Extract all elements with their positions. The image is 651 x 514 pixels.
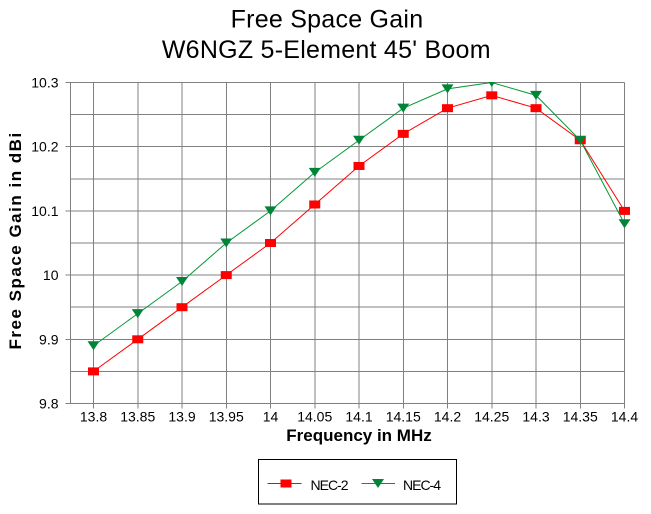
svg-text:Free Space Gain: Free Space Gain bbox=[231, 6, 424, 34]
svg-text:13.9: 13.9 bbox=[168, 409, 195, 425]
svg-text:13.8: 13.8 bbox=[80, 409, 107, 425]
svg-text:10.3: 10.3 bbox=[31, 75, 58, 91]
svg-text:10.1: 10.1 bbox=[31, 203, 58, 219]
svg-text:NEC-2: NEC-2 bbox=[311, 477, 349, 493]
svg-text:14.1: 14.1 bbox=[345, 409, 372, 425]
svg-text:10: 10 bbox=[43, 267, 59, 283]
svg-text:14.4: 14.4 bbox=[611, 409, 638, 425]
svg-text:9.8: 9.8 bbox=[39, 396, 59, 412]
svg-text:14.25: 14.25 bbox=[474, 409, 509, 425]
svg-text:Free Space Gain in dBi: Free Space Gain in dBi bbox=[6, 131, 25, 349]
svg-text:Frequency in MHz: Frequency in MHz bbox=[286, 426, 431, 445]
svg-text:13.95: 13.95 bbox=[209, 409, 244, 425]
svg-text:10.2: 10.2 bbox=[31, 139, 58, 155]
svg-text:14.35: 14.35 bbox=[563, 409, 598, 425]
svg-text:14.15: 14.15 bbox=[386, 409, 421, 425]
svg-text:W6NGZ 5-Element 45' Boom: W6NGZ 5-Element 45' Boom bbox=[162, 36, 491, 64]
svg-text:14.05: 14.05 bbox=[297, 409, 332, 425]
svg-text:9.9: 9.9 bbox=[39, 331, 59, 347]
svg-text:14.2: 14.2 bbox=[434, 409, 461, 425]
svg-text:14: 14 bbox=[263, 409, 279, 425]
svg-text:14.3: 14.3 bbox=[522, 409, 549, 425]
svg-text:13.85: 13.85 bbox=[120, 409, 155, 425]
svg-text:NEC-4: NEC-4 bbox=[403, 477, 441, 493]
